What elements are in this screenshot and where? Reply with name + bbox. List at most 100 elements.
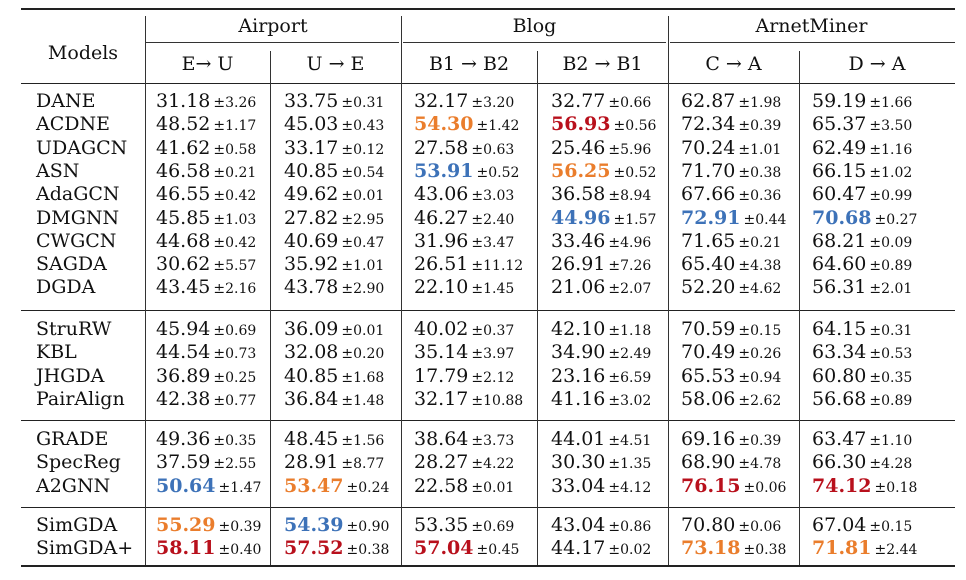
table-cell: 42.10 ±1.18 bbox=[551, 318, 651, 343]
cell-std: ±1.10 bbox=[869, 433, 913, 449]
table-cell: 17.79 ±2.12 bbox=[414, 365, 514, 390]
cell-value: 43.78 bbox=[284, 276, 339, 299]
table-cell: 23.16 ±6.59 bbox=[551, 365, 651, 390]
cell-value: 60.80 bbox=[812, 364, 867, 387]
cell-value: 44.54 bbox=[156, 341, 211, 364]
cell-value: 53.47 bbox=[284, 474, 344, 497]
cell-value: 45.94 bbox=[156, 318, 211, 340]
cell-std: ±0.39 bbox=[738, 118, 782, 135]
table-cell: 28.27 ±4.22 bbox=[414, 451, 514, 476]
table-cell: 60.47 ±0.99 bbox=[812, 183, 912, 208]
cell-value: 35.14 bbox=[414, 341, 469, 364]
cell-value: 71.70 bbox=[681, 159, 736, 182]
table-cell: 72.34 ±0.39 bbox=[681, 113, 781, 138]
table-cell: 41.16 ±3.02 bbox=[551, 388, 651, 413]
cell-std: ±0.20 bbox=[341, 346, 385, 363]
table-cell: 53.47 ±0.24 bbox=[284, 475, 389, 500]
table-cell: 32.77 ±0.66 bbox=[551, 90, 651, 115]
cell-value: 43.45 bbox=[156, 276, 211, 299]
table-cell: 54.39 ±0.90 bbox=[284, 514, 389, 539]
table-cell: 67.04 ±0.15 bbox=[812, 514, 912, 539]
table-cell: 54.30 ±1.42 bbox=[414, 113, 519, 138]
cell-value: 42.10 bbox=[551, 318, 606, 340]
group-header-airport: Airport bbox=[238, 15, 308, 37]
cell-value: 58.11 bbox=[156, 537, 216, 560]
model-name: ASN bbox=[36, 159, 80, 182]
table-cell: 69.16 ±0.39 bbox=[681, 428, 781, 453]
column-header: E→ U bbox=[181, 53, 234, 75]
table-cell: 26.51 ±11.12 bbox=[414, 253, 523, 278]
table-cell: 37.59 ±2.55 bbox=[156, 451, 256, 476]
table-cell: 76.15 ±0.06 bbox=[681, 475, 786, 500]
cell-value: 70.59 bbox=[681, 318, 736, 340]
cell-value: 28.91 bbox=[284, 451, 339, 474]
cell-std: ±0.01 bbox=[341, 323, 385, 339]
table-cell: 56.93 ±0.56 bbox=[551, 113, 656, 138]
group-rule-3 bbox=[21, 507, 955, 508]
table-cell: 22.58 ±0.01 bbox=[414, 475, 514, 500]
cell-value: 44.68 bbox=[156, 229, 211, 252]
table-cell: 45.85 ±1.03 bbox=[156, 207, 256, 232]
cell-std: ±0.36 bbox=[738, 188, 782, 205]
table-cell: 60.80 ±0.35 bbox=[812, 365, 912, 390]
table-cell: 45.03 ±0.43 bbox=[284, 113, 384, 138]
cell-value: 40.85 bbox=[284, 159, 339, 182]
cell-std: ±1.01 bbox=[738, 141, 782, 158]
table-cell: 40.69 ±0.47 bbox=[284, 230, 384, 255]
cell-std: ±0.63 bbox=[471, 141, 515, 158]
cell-std: ±4.96 bbox=[608, 234, 652, 251]
col-divider bbox=[799, 51, 800, 565]
cell-std: ±0.90 bbox=[346, 519, 390, 535]
cell-std: ±0.77 bbox=[213, 392, 257, 409]
cell-std: ±10.88 bbox=[471, 392, 524, 409]
cell-value: 49.62 bbox=[284, 183, 339, 206]
cell-value: 65.40 bbox=[681, 253, 736, 276]
cell-value: 66.30 bbox=[812, 451, 867, 474]
table-cell: 58.06 ±2.62 bbox=[681, 388, 781, 413]
table-cell: 46.58 ±0.21 bbox=[156, 160, 256, 185]
cell-value: 17.79 bbox=[414, 364, 469, 387]
cell-std: ±1.56 bbox=[341, 433, 385, 449]
group-rule-2 bbox=[21, 420, 955, 421]
cell-std: ±1.02 bbox=[869, 164, 913, 181]
cell-std: ±0.69 bbox=[471, 519, 515, 535]
cell-std: ±8.94 bbox=[608, 188, 652, 205]
cell-std: ±1.57 bbox=[613, 211, 657, 228]
cell-std: ±0.69 bbox=[213, 323, 257, 339]
table-cell: 53.35 ±0.69 bbox=[414, 514, 514, 539]
table-cell: 36.84 ±1.48 bbox=[284, 388, 384, 413]
cell-std: ±0.38 bbox=[743, 542, 787, 559]
cell-std: ±0.21 bbox=[738, 234, 782, 251]
cell-value: 59.19 bbox=[812, 90, 867, 112]
column-header: C → A bbox=[705, 53, 762, 75]
cell-std: ±2.62 bbox=[738, 392, 782, 409]
cell-value: 30.30 bbox=[551, 451, 606, 474]
cell-std: ±4.28 bbox=[869, 456, 913, 473]
cell-value: 22.10 bbox=[414, 276, 469, 299]
cell-std: ±2.40 bbox=[471, 211, 515, 228]
cell-std: ±0.73 bbox=[213, 346, 257, 363]
table-cell: 57.52 ±0.38 bbox=[284, 537, 389, 562]
cell-std: ±2.12 bbox=[471, 369, 515, 386]
cell-std: ±0.38 bbox=[738, 164, 782, 181]
cell-value: 60.47 bbox=[812, 183, 867, 206]
cell-value: 65.37 bbox=[812, 113, 867, 136]
cell-value: 46.55 bbox=[156, 183, 211, 206]
table-cell: 38.64 ±3.73 bbox=[414, 428, 514, 453]
cell-std: ±4.78 bbox=[738, 456, 782, 473]
cell-value: 44.01 bbox=[551, 428, 606, 450]
model-name: A2GNN bbox=[36, 474, 111, 497]
cell-value: 36.89 bbox=[156, 364, 211, 387]
table-cell: 64.15 ±0.31 bbox=[812, 318, 912, 343]
table-cell: 58.11 ±0.40 bbox=[156, 537, 261, 562]
cell-std: ±0.42 bbox=[213, 188, 257, 205]
cell-std: ±0.44 bbox=[743, 211, 787, 228]
table-cell: 41.62 ±0.58 bbox=[156, 137, 256, 162]
cell-value: 33.17 bbox=[284, 136, 339, 159]
cell-value: 32.17 bbox=[414, 90, 469, 112]
cell-value: 43.06 bbox=[414, 183, 469, 206]
cell-value: 31.96 bbox=[414, 229, 469, 252]
cell-std: ±5.96 bbox=[608, 141, 652, 158]
cell-std: ±0.38 bbox=[346, 542, 390, 559]
blog-group-rule bbox=[403, 42, 666, 43]
